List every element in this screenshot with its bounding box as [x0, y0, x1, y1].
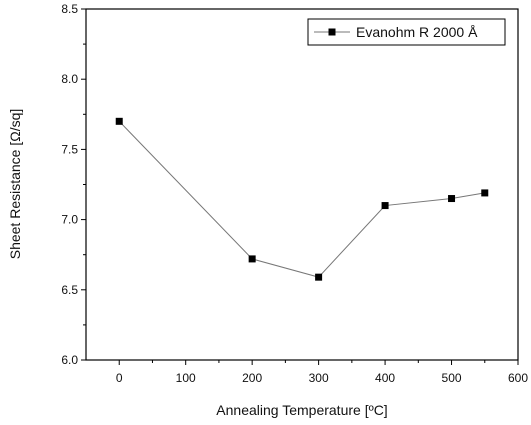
x-tick-label: 400	[375, 371, 395, 385]
y-axis-title: Sheet Resistance [Ω/sq]	[7, 109, 23, 260]
data-point	[481, 189, 489, 197]
y-tick-label: 6.5	[61, 283, 78, 297]
data-point	[115, 117, 123, 125]
legend: Evanohm R 2000 Å	[307, 18, 506, 46]
x-tick-label: 500	[442, 371, 462, 385]
y-tick-label: 6.0	[61, 353, 78, 367]
plot-frame	[85, 8, 519, 361]
x-axis-title: Annealing Temperature [ºC]	[216, 402, 387, 418]
data-point	[381, 202, 389, 210]
y-tick-label: 8.5	[61, 2, 78, 16]
data-point	[448, 195, 456, 203]
series-points	[115, 117, 489, 281]
series-lines	[118, 120, 485, 278]
y-tick-label: 7.5	[61, 142, 78, 156]
data-point	[248, 255, 256, 263]
axis-ticks: 0 100 200 300 400 500 600 6.0 6.5 7.0 7.5 8.0 8.5	[61, 2, 528, 385]
x-tick-label: 0	[116, 371, 123, 385]
y-tick-label: 8.0	[61, 72, 78, 86]
legend-marker	[328, 28, 336, 36]
series-line	[118, 120, 485, 278]
y-tick-label: 7.0	[61, 213, 78, 227]
x-tick-label: 200	[242, 371, 262, 385]
x-tick-label: 300	[309, 371, 329, 385]
x-tick-label: 600	[508, 371, 528, 385]
x-tick-label: 100	[176, 371, 196, 385]
data-point	[315, 273, 323, 281]
legend-label: Evanohm R 2000 Å	[356, 24, 478, 40]
